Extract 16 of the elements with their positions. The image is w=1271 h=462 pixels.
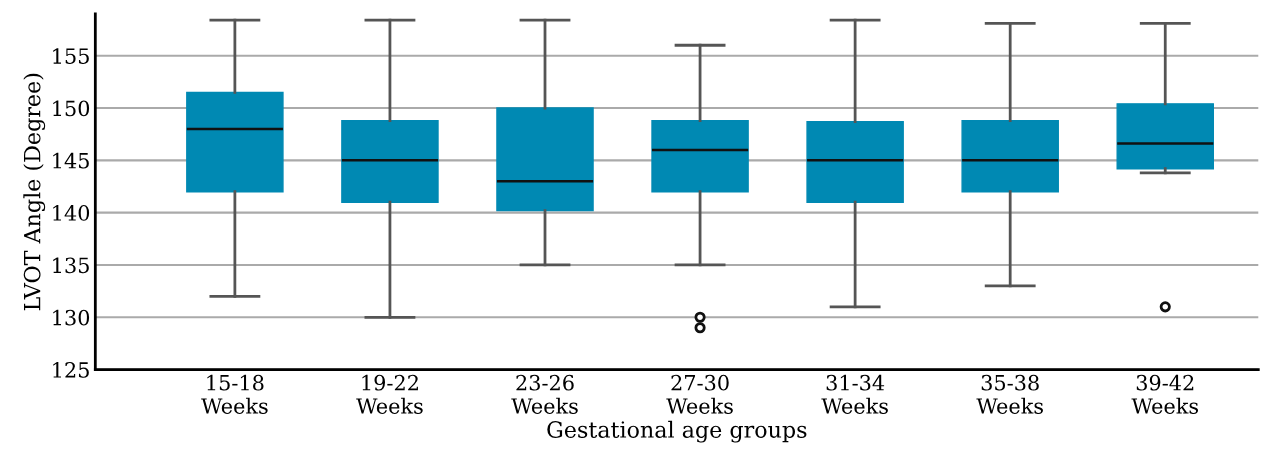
x-tick-label: 31-34 Weeks xyxy=(821,374,888,414)
x-tick-label: 35-38 Weeks xyxy=(976,374,1043,414)
y-tick-label: 145 xyxy=(53,152,89,169)
y-tick-label: 135 xyxy=(53,257,89,274)
x-tick-label: 27-30 Weeks xyxy=(666,374,733,414)
x-axis-title: Gestational age groups xyxy=(547,420,807,443)
y-tick-label: 150 xyxy=(53,100,90,117)
x-tick-label: 15-18 Weeks xyxy=(201,374,268,414)
y-tick-label: 140 xyxy=(53,205,90,221)
y-tick-label: 130 xyxy=(53,309,90,326)
x-tick-label: 39-42 Weeks xyxy=(1131,374,1199,414)
y-axis-title: LVOT Angle (Degree) xyxy=(23,73,46,311)
y-tick-label: 155 xyxy=(53,48,89,64)
x-tick-label: 23-26 Weeks xyxy=(511,374,578,414)
x-tick-label: 19-22 Weeks xyxy=(356,374,423,414)
y-tick-label: 125 xyxy=(53,362,89,378)
